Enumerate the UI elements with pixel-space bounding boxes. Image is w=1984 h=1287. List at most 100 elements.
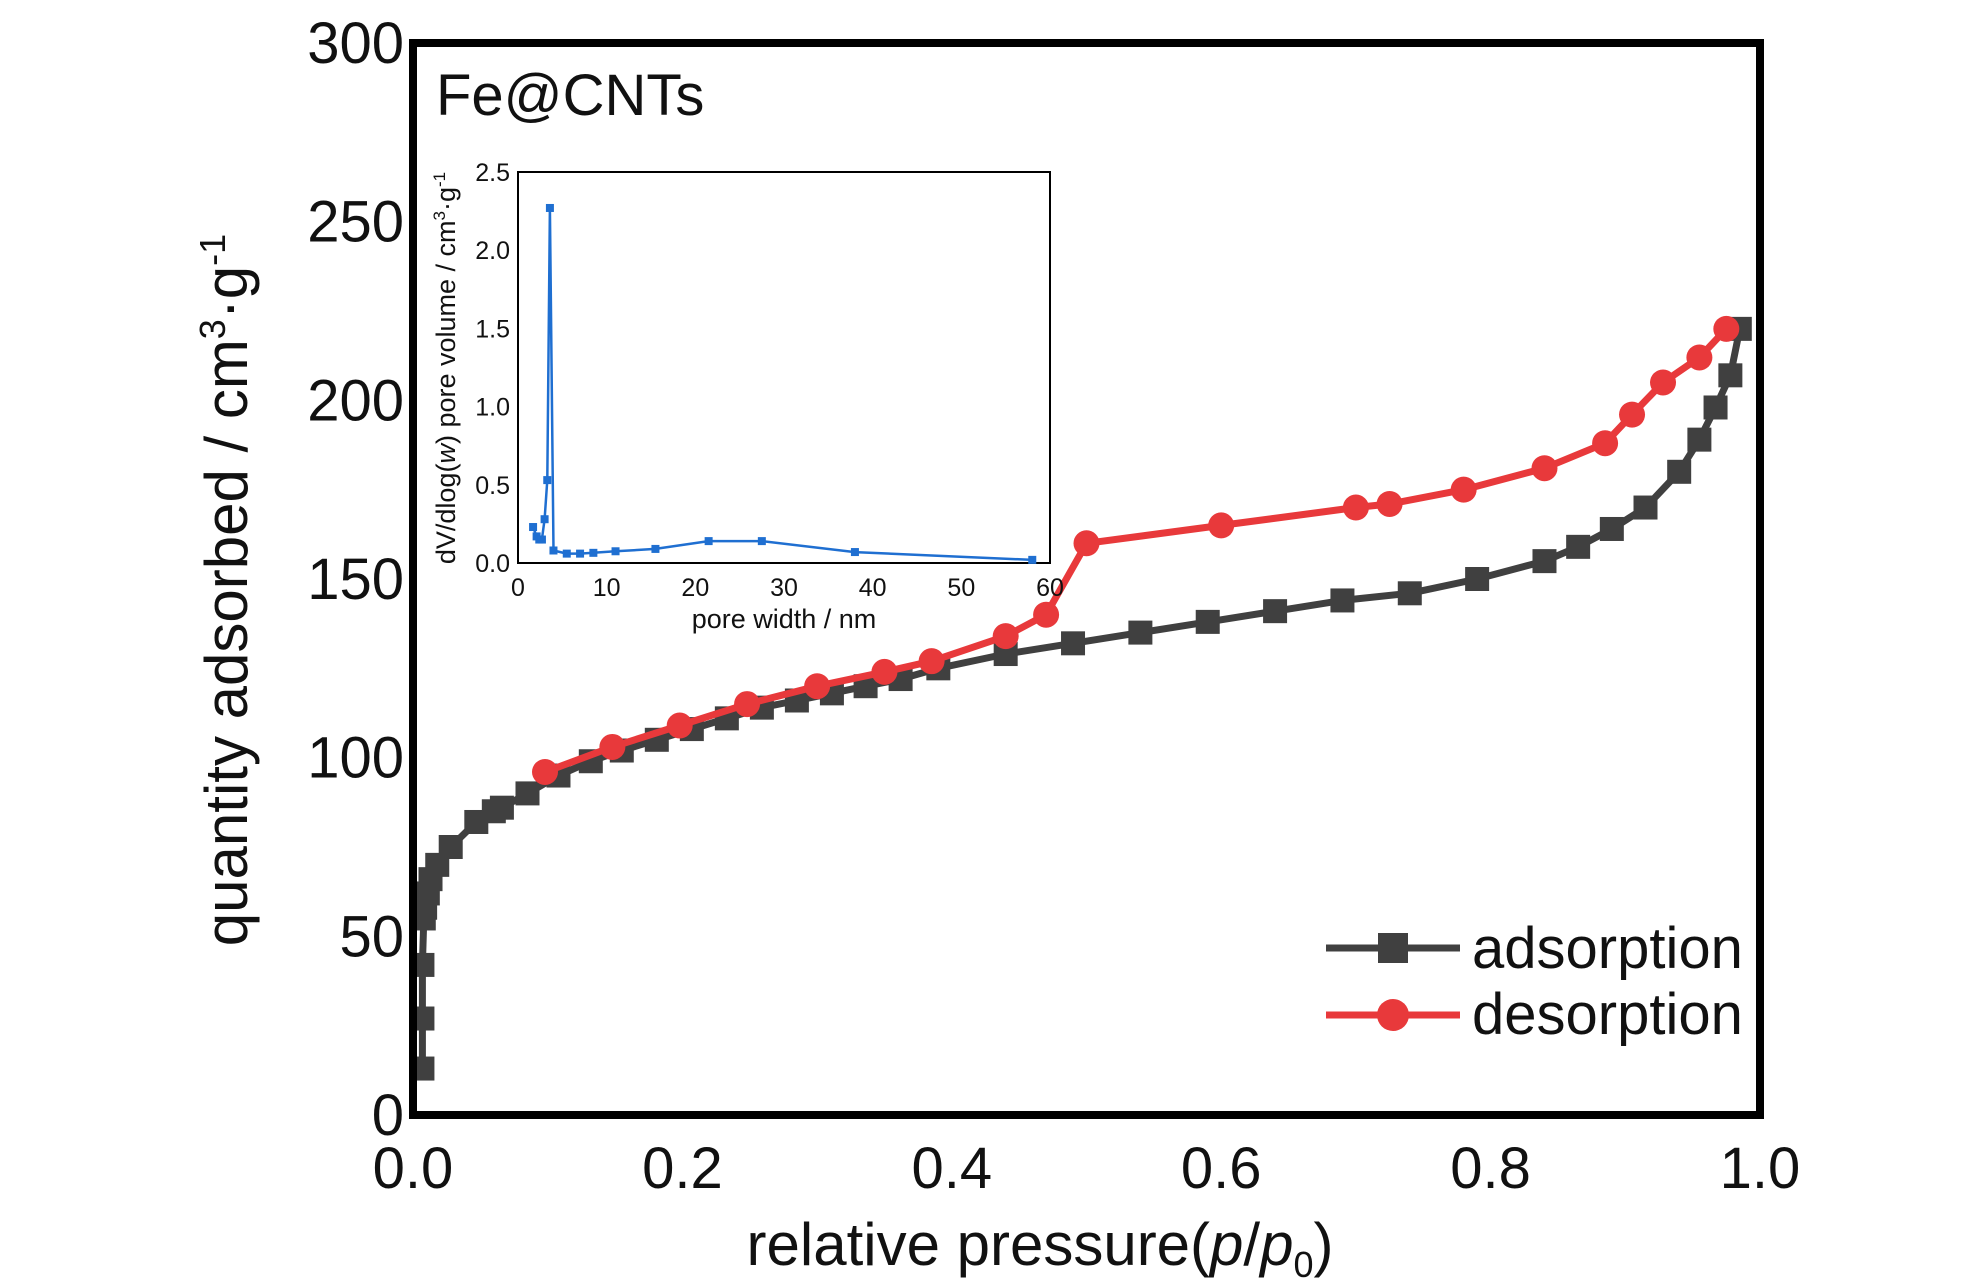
inset-y-tick-label: 2.0 [475, 237, 510, 265]
pore-distribution-point [540, 515, 549, 524]
pore-distribution-point [704, 537, 713, 546]
main-x-tick-label: 0.2 [642, 1136, 723, 1201]
desorption-point [1650, 369, 1677, 396]
adsorption-point [1633, 495, 1658, 520]
main-x-tick-label: 0.8 [1450, 1136, 1531, 1201]
main-plot-frame [409, 39, 1764, 1119]
inset-y-tick-label: 1.0 [475, 394, 510, 422]
desorption-point [1342, 494, 1369, 521]
pore-distribution-point [611, 547, 620, 556]
adsorption-point [1566, 534, 1591, 559]
inset-x-tick-label: 40 [859, 574, 887, 602]
inset-x-tick-label: 20 [681, 574, 709, 602]
inset-y-tick-label: 0.0 [475, 550, 510, 578]
inset-x-tick-label: 10 [593, 574, 621, 602]
main-y-tick-label: 0 [372, 1083, 404, 1148]
desorption-point [918, 648, 945, 675]
legend-adsorption-marker [1378, 933, 1408, 963]
pore-distribution-point [576, 549, 585, 558]
adsorption-point [1532, 549, 1557, 574]
inset-series-layer [529, 203, 1037, 564]
inset-chart: 0 10 20 30 40 50 60 0.0 0.5 1.0 1.5 2.0 2.5 pore wi… [430, 159, 1064, 634]
desorption-point [1208, 512, 1235, 539]
adsorption-point [489, 795, 514, 820]
adsorption-point [1330, 588, 1355, 613]
pore-distribution-point [562, 549, 571, 558]
adsorption-point [1687, 427, 1712, 452]
pore-distribution-point [549, 546, 558, 555]
adsorption-point [1703, 395, 1728, 420]
pore-distribution-point [543, 476, 552, 485]
main-y-tick-label: 50 [339, 904, 404, 969]
main-y-tick-label: 300 [307, 11, 404, 76]
desorption-point [1033, 601, 1060, 628]
desorption-point [1531, 455, 1558, 482]
main-x-tick-label: 1.0 [1720, 1136, 1801, 1201]
main-x-tick-label: 0.0 [373, 1136, 454, 1201]
desorption-point [532, 758, 559, 785]
main-x-tick-label: 0.6 [1181, 1136, 1262, 1201]
pore-distribution-point [589, 548, 598, 557]
inset-plot-frame [517, 171, 1051, 564]
inset-y-axis-title: dV/dlog(w) pore volume / cm3·g-1 [430, 172, 461, 564]
main-x-ticks: 0.0 0.2 0.4 0.6 0.8 1.0 [373, 1136, 1801, 1201]
desorption-point [734, 691, 761, 718]
adsorption-point [1397, 581, 1422, 606]
desorption-point [1686, 344, 1713, 371]
pore-distribution-point [651, 544, 660, 553]
desorption-point [1376, 490, 1403, 517]
adsorption-point [1061, 631, 1086, 656]
main-y-axis-title: quantity adsorbed / cm3·g-1 [192, 234, 260, 946]
desorption-point [1713, 315, 1740, 342]
legend-desorption-label: desorption [1472, 982, 1743, 1047]
inset-y-tick-label: 0.5 [475, 472, 510, 500]
desorption-point [992, 623, 1019, 650]
desorption-point [599, 733, 626, 760]
main-series-layer [410, 315, 1752, 1081]
inset-x-ticks: 0 10 20 30 40 50 60 [511, 574, 1064, 602]
inset-x-tick-label: 60 [1036, 574, 1064, 602]
adsorption-point [1263, 599, 1288, 624]
inset-x-tick-label: 30 [770, 574, 798, 602]
desorption-point [1073, 530, 1100, 557]
pore-distribution-point [1028, 555, 1037, 564]
inset-y-tick-label: 2.5 [475, 159, 510, 187]
inset-x-tick-label: 0 [511, 574, 525, 602]
pore-distribution-point [537, 535, 546, 544]
adsorption-point [1465, 567, 1490, 591]
legend-desorption-marker [1377, 999, 1409, 1031]
main-legend: adsorption desorption [1326, 916, 1743, 1047]
adsorption-point [1599, 516, 1624, 541]
main-x-axis-title: relative pressure(p/p0) [747, 1211, 1334, 1285]
inset-y-ticks: 0.0 0.5 1.0 1.5 2.0 2.5 [475, 159, 510, 578]
legend-adsorption-label: adsorption [1472, 916, 1743, 981]
desorption-point [871, 658, 898, 685]
main-y-tick-label: 200 [307, 368, 404, 433]
main-y-ticks: 0 50 100 150 200 250 300 [307, 11, 404, 1148]
main-y-tick-label: 150 [307, 547, 404, 612]
adsorption-point [438, 835, 463, 859]
adsorption-point [1195, 609, 1220, 634]
desorption-point [1619, 401, 1646, 428]
main-y-tick-label: 100 [307, 726, 404, 791]
pore-distribution-point [529, 523, 538, 532]
desorption-point [666, 712, 693, 739]
adsorption-point [1667, 459, 1692, 484]
inset-x-tick-label: 50 [947, 574, 975, 602]
adsorption-point [1128, 620, 1153, 645]
main-y-tick-label: 250 [307, 190, 404, 255]
main-x-tick-label: 0.4 [911, 1136, 992, 1201]
inset-x-axis-title: pore width / nm [692, 604, 877, 634]
adsorption-point [1718, 363, 1743, 388]
pore-distribution-point [545, 203, 554, 212]
adsorption-point [515, 781, 540, 806]
desorption-point [1592, 430, 1619, 457]
inset-y-tick-label: 1.5 [475, 315, 510, 343]
panel-label: Fe@CNTs [436, 63, 704, 128]
desorption-point [1450, 476, 1477, 503]
pore-distribution-point [757, 537, 766, 546]
pore-distribution-point [850, 548, 859, 557]
desorption-point [804, 673, 831, 700]
